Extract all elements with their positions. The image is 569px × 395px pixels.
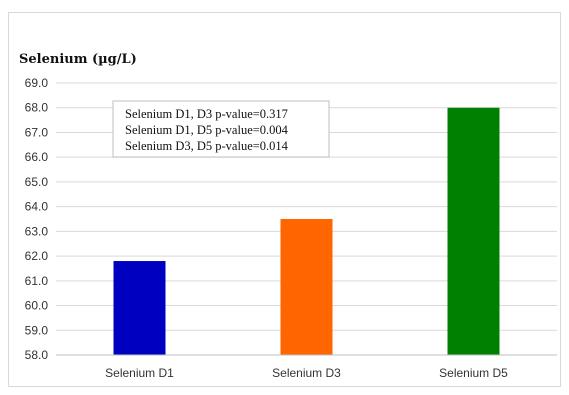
y-tick-label: 64.0 (25, 200, 49, 214)
annotation-line: Selenium D1, D3 p-value=0.317 (125, 107, 288, 121)
y-tick-label: 60.0 (25, 299, 49, 313)
y-tick-label: 63.0 (25, 224, 49, 238)
y-axis-ticks: 58.0 59.0 60.0 61.0 62.0 63.0 64.0 65.0 66.0 67.0… (25, 76, 49, 362)
p-value-annotation-box: Selenium D1, D3 p-value=0.317 Selenium D… (112, 100, 330, 158)
bars (113, 107, 500, 356)
bar-selenium-d5 (447, 107, 500, 356)
y-tick-label: 67.0 (25, 125, 49, 139)
y-tick-label: 59.0 (25, 323, 49, 337)
y-tick-label: 61.0 (25, 274, 49, 288)
y-tick-label: 58.0 (25, 348, 49, 362)
annotation-line: Selenium D1, D5 p-value=0.004 (125, 123, 289, 137)
annotation-box-border (112, 100, 330, 158)
x-category-label: Selenium D5 (439, 366, 508, 380)
x-category-label: Selenium D1 (105, 366, 174, 380)
y-tick-label: 65.0 (25, 175, 49, 189)
bar-selenium-d3 (280, 219, 333, 355)
y-tick-label: 69.0 (25, 76, 49, 90)
y-tick-label: 68.0 (25, 101, 49, 115)
x-axis-categories: Selenium D1 Selenium D3 Selenium D5 (105, 366, 508, 380)
bar-selenium-d1 (113, 261, 166, 355)
chart-title: Selenium (µg/L) (19, 52, 137, 67)
y-tick-label: 66.0 (25, 150, 49, 164)
x-category-label: Selenium D3 (272, 366, 341, 380)
y-tick-label: 62.0 (25, 249, 49, 263)
annotation-line: Selenium D3, D5 p-value=0.014 (125, 139, 289, 153)
